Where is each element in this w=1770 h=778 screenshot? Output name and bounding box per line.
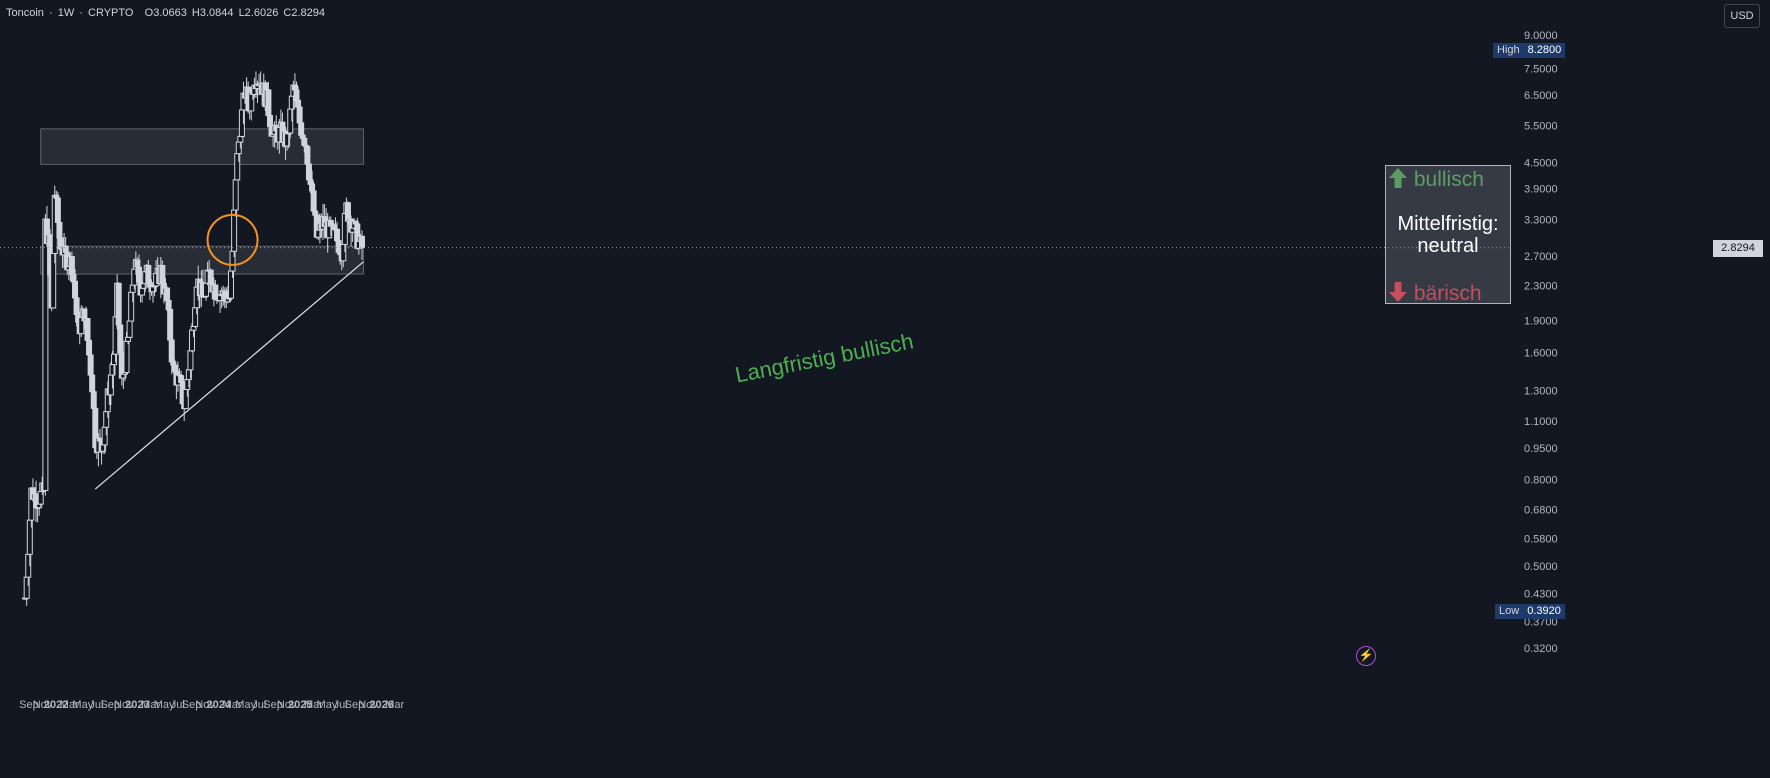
candle-body — [84, 318, 91, 341]
time-tick-label: Jul — [252, 699, 266, 711]
candle-body — [125, 336, 132, 342]
time-tick-label: Sep — [182, 699, 202, 711]
price-tick-label: 1.9000 — [1524, 316, 1558, 328]
candle-body — [265, 89, 272, 116]
candle-body — [68, 256, 75, 275]
price-tick-label: 0.3700 — [1524, 616, 1558, 628]
low-badge: Low 0.3920 — [1495, 604, 1565, 619]
exchange: CRYPTO — [88, 7, 134, 19]
time-tick-label: Jul — [89, 699, 103, 711]
price-tick-label: 7.5000 — [1524, 63, 1558, 75]
price-tick-label: 0.6800 — [1524, 505, 1558, 517]
arrow-down-icon — [1389, 282, 1407, 302]
candle-body — [89, 374, 96, 393]
arrow-up-icon — [1389, 168, 1407, 188]
ohlc-low: L2.6026 — [238, 7, 279, 19]
last-price-tag: 2.8294 — [1713, 239, 1763, 257]
high-badge-value: 8.2800 — [1523, 43, 1566, 58]
high-badge: High 8.2800 — [1493, 43, 1566, 58]
bearish-label: bärisch — [1413, 282, 1482, 305]
high-badge-label: High — [1493, 43, 1524, 58]
time-tick-label: Sep — [100, 699, 120, 711]
time-tick-label: 2023 — [125, 699, 149, 711]
time-tick-label: Sep — [345, 699, 365, 711]
price-tick-label: 0.4300 — [1524, 589, 1558, 601]
time-tick-label: May — [317, 699, 338, 711]
bearish-note: bärisch — [1388, 281, 1482, 306]
candle-body — [187, 350, 194, 371]
time-tick-label: Sep — [263, 699, 283, 711]
price-tick-label: 3.3000 — [1524, 214, 1558, 226]
long-term-trendline — [94, 261, 364, 490]
symbol-header: Toncoin · 1W · CRYPTO O3.0663 H3.0844 L2… — [6, 7, 325, 19]
price-tick-label: 1.3000 — [1524, 385, 1558, 397]
price-tick-label: 0.5800 — [1524, 534, 1558, 546]
price-tick-label: 5.5000 — [1524, 120, 1558, 132]
price-tick-label: 0.5000 — [1524, 561, 1558, 573]
time-tick-label: May — [72, 699, 93, 711]
price-tick-label: 9.0000 — [1524, 30, 1558, 42]
candle-body — [139, 287, 146, 296]
time-tick-label: May — [154, 699, 175, 711]
symbol-name[interactable]: Toncoin — [6, 7, 44, 19]
candle-body — [358, 235, 365, 249]
ohlc-high: H3.0844 — [191, 7, 234, 19]
time-tick-label: Mar — [223, 699, 242, 711]
lightning-icon[interactable]: ⚡ — [1356, 646, 1376, 666]
neutral-box: Mittelfristig: neutral — [1385, 165, 1511, 304]
time-tick-label: Nov — [195, 699, 215, 711]
price-tick-label: 0.3200 — [1524, 643, 1558, 655]
candle-body — [305, 163, 312, 181]
time-tick-label: Nov — [114, 699, 134, 711]
bullish-note: bullisch — [1388, 167, 1484, 192]
zone-support — [40, 245, 365, 275]
zone-resistance — [40, 128, 365, 165]
candle-body — [72, 280, 79, 299]
price-tick-label: 1.6000 — [1524, 347, 1558, 359]
candle-body — [232, 179, 239, 211]
neutral-line-2: neutral — [1417, 234, 1479, 257]
time-tick-label: Nov — [358, 699, 378, 711]
time-tick-label: Mar — [60, 699, 79, 711]
time-tick-label: May — [235, 699, 256, 711]
breakout-highlight-circle — [206, 213, 259, 266]
candle-body — [87, 354, 94, 376]
candle-body — [178, 375, 185, 383]
bullish-label: bullisch — [1413, 168, 1484, 191]
price-tick-label: 3.9000 — [1524, 184, 1558, 196]
time-tick-label: Sep — [19, 699, 39, 711]
time-tick-label: Mar — [385, 699, 404, 711]
time-tick-label: Nov — [33, 699, 53, 711]
time-tick-label: Jul — [334, 699, 348, 711]
low-badge-label: Low — [1495, 604, 1524, 619]
neutral-line-1: Mittelfristig: — [1397, 212, 1499, 235]
time-tick-label: Mar — [304, 699, 323, 711]
price-tick-label: 4.5000 — [1524, 157, 1558, 169]
candle-body — [126, 320, 133, 338]
price-tick-label: 2.3000 — [1524, 281, 1558, 293]
time-tick-label: 2026 — [369, 699, 393, 711]
currency-button[interactable]: USD — [1724, 4, 1760, 28]
price-tick-label: 0.9500 — [1524, 443, 1558, 455]
candle-body — [123, 340, 130, 374]
ohlc-close: C2.8294 — [283, 7, 325, 19]
time-tick-label: 2024 — [206, 699, 231, 711]
timeframe[interactable]: 1W — [57, 7, 75, 19]
ohlc-open: O3.0663 — [144, 7, 187, 19]
time-tick-label: Mar — [141, 699, 160, 711]
low-badge-value: 0.3920 — [1523, 604, 1565, 619]
price-tick-label: 0.8000 — [1524, 475, 1558, 487]
price-tick-label: 6.5000 — [1524, 90, 1558, 102]
time-tick-label: Jul — [171, 699, 185, 711]
time-tick-label: 2025 — [288, 699, 312, 711]
time-tick-label: Nov — [277, 699, 297, 711]
time-tick-label: 2022 — [44, 699, 68, 711]
price-tick-label: 2.7000 — [1524, 251, 1558, 263]
price-tick-label: 1.1000 — [1524, 416, 1558, 428]
